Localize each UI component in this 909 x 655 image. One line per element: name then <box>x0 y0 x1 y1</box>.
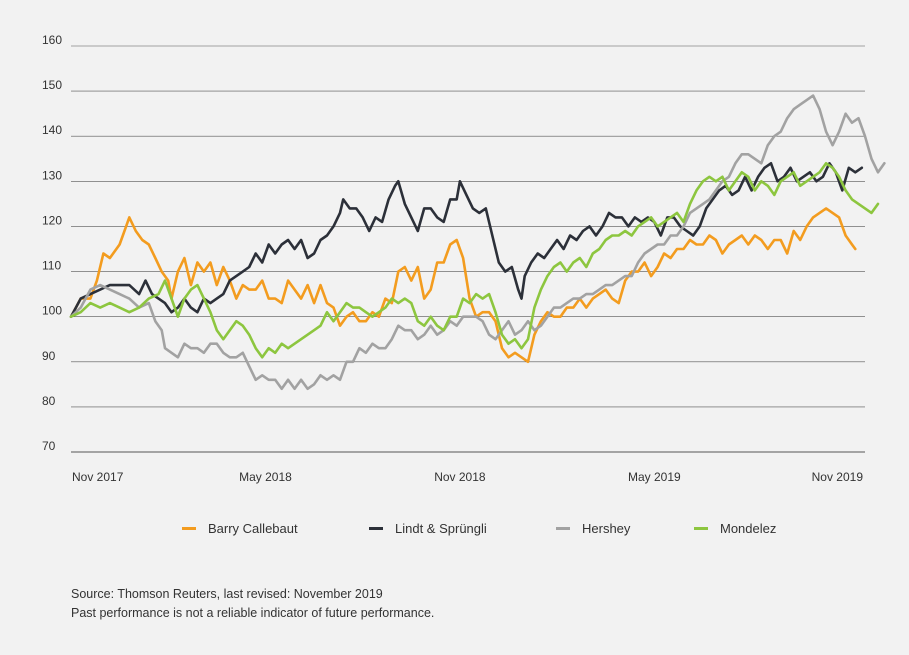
y-tick-label: 160 <box>42 33 62 47</box>
series-lines <box>69 94 886 391</box>
series-line-lindt-spr-ngli <box>69 162 864 318</box>
legend-item-mondelez[interactable]: Mondelez <box>694 521 776 536</box>
y-tick-label: 130 <box>42 168 62 182</box>
legend-label: Mondelez <box>720 521 777 536</box>
y-tick-label: 90 <box>42 349 56 363</box>
x-tick-label: May 2018 <box>239 470 292 484</box>
legend: Barry Callebaut Lindt & Sprüngli Hershey… <box>0 521 909 541</box>
legend-swatch-lindt <box>369 527 383 530</box>
y-axis: 70 80 90 100 110 120 130 140 150 160 <box>42 33 62 453</box>
y-tick-label: 70 <box>42 439 56 453</box>
x-tick-label: Nov 2017 <box>72 470 124 484</box>
legend-label: Lindt & Sprüngli <box>395 521 487 536</box>
legend-label: Hershey <box>582 521 631 536</box>
legend-item-hershey[interactable]: Hershey <box>556 521 630 536</box>
y-tick-label: 140 <box>42 123 62 137</box>
y-tick-label: 150 <box>42 78 62 92</box>
series-line-mondelez <box>69 162 880 359</box>
y-tick-label: 80 <box>42 394 56 408</box>
series-line-hershey <box>69 94 886 391</box>
disclaimer-note: Past performance is not a reliable indic… <box>71 606 435 620</box>
y-tick-label: 100 <box>42 304 62 318</box>
x-tick-label: Nov 2019 <box>812 470 864 484</box>
legend-swatch-barry-callebaut <box>182 527 196 530</box>
legend-swatch-hershey <box>556 527 570 530</box>
legend-label: Barry Callebaut <box>208 521 298 536</box>
legend-item-barry-callebaut[interactable]: Barry Callebaut <box>182 521 298 536</box>
source-note: Source: Thomson Reuters, last revised: N… <box>71 587 383 601</box>
series-line-barry-callebaut <box>69 207 857 364</box>
legend-swatch-mondelez <box>694 527 708 530</box>
legend-item-lindt[interactable]: Lindt & Sprüngli <box>369 521 487 536</box>
gridlines <box>71 45 865 453</box>
y-tick-label: 120 <box>42 213 62 227</box>
x-tick-label: Nov 2018 <box>434 470 486 484</box>
x-axis: Nov 2017 May 2018 Nov 2018 May 2019 Nov 2019 <box>72 470 863 484</box>
footnote: Source: Thomson Reuters, last revised: N… <box>71 585 434 623</box>
x-tick-label: May 2019 <box>628 470 681 484</box>
y-tick-label: 110 <box>42 259 61 273</box>
